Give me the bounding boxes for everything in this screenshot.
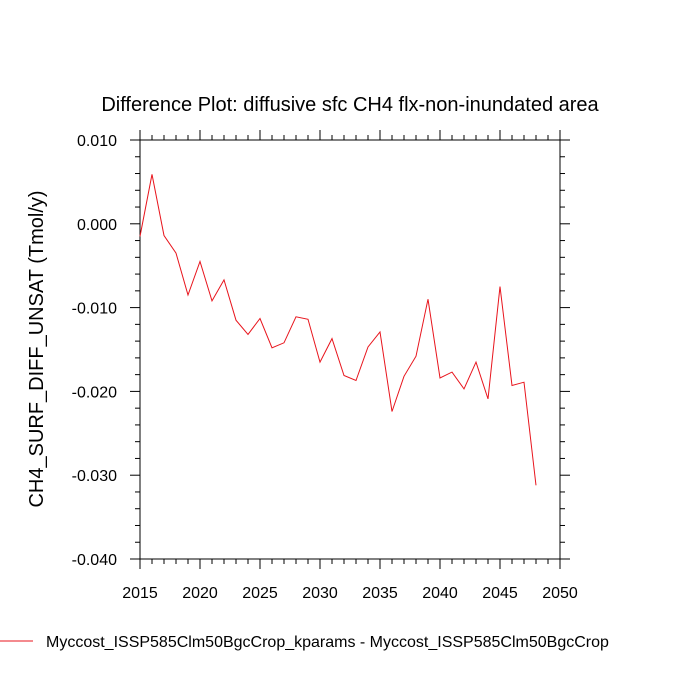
y-axis: 0.010 0.000 -0.010 -0.020 -0.030 -0.040 bbox=[72, 133, 570, 569]
series-line bbox=[139, 174, 537, 486]
x-tick-label: 2035 bbox=[362, 585, 398, 602]
plot-frame bbox=[139, 139, 561, 560]
y-tick-label: -0.020 bbox=[72, 384, 117, 401]
x-axis: 2015 2020 2025 2030 2035 2040 2045 2050 bbox=[122, 130, 578, 602]
y-tick-label: -0.040 bbox=[72, 552, 117, 569]
y-tick-label: 0.000 bbox=[77, 217, 117, 234]
y-axis-label: CH4_SURF_DIFF_UNSAT (Tmol/y) bbox=[26, 190, 48, 507]
series-layer bbox=[139, 174, 537, 486]
legend-label: Myccost_ISSP585Clm50BgcCrop_kparams - My… bbox=[46, 634, 609, 651]
x-tick-label: 2030 bbox=[302, 585, 338, 602]
x-tick-label: 2015 bbox=[122, 585, 158, 602]
chart-title: Difference Plot: diffusive sfc CH4 flx-n… bbox=[101, 94, 599, 116]
x-tick-label: 2040 bbox=[422, 585, 458, 602]
x-tick-label: 2050 bbox=[542, 585, 578, 602]
y-tick-label: -0.030 bbox=[72, 468, 117, 485]
y-tick-label: 0.010 bbox=[77, 133, 117, 150]
x-tick-label: 2025 bbox=[242, 585, 278, 602]
x-tick-label: 2045 bbox=[482, 585, 518, 602]
legend: Myccost_ISSP585Clm50BgcCrop_kparams - My… bbox=[0, 634, 609, 651]
x-tick-label: 2020 bbox=[182, 585, 218, 602]
y-tick-label: -0.010 bbox=[72, 301, 117, 318]
